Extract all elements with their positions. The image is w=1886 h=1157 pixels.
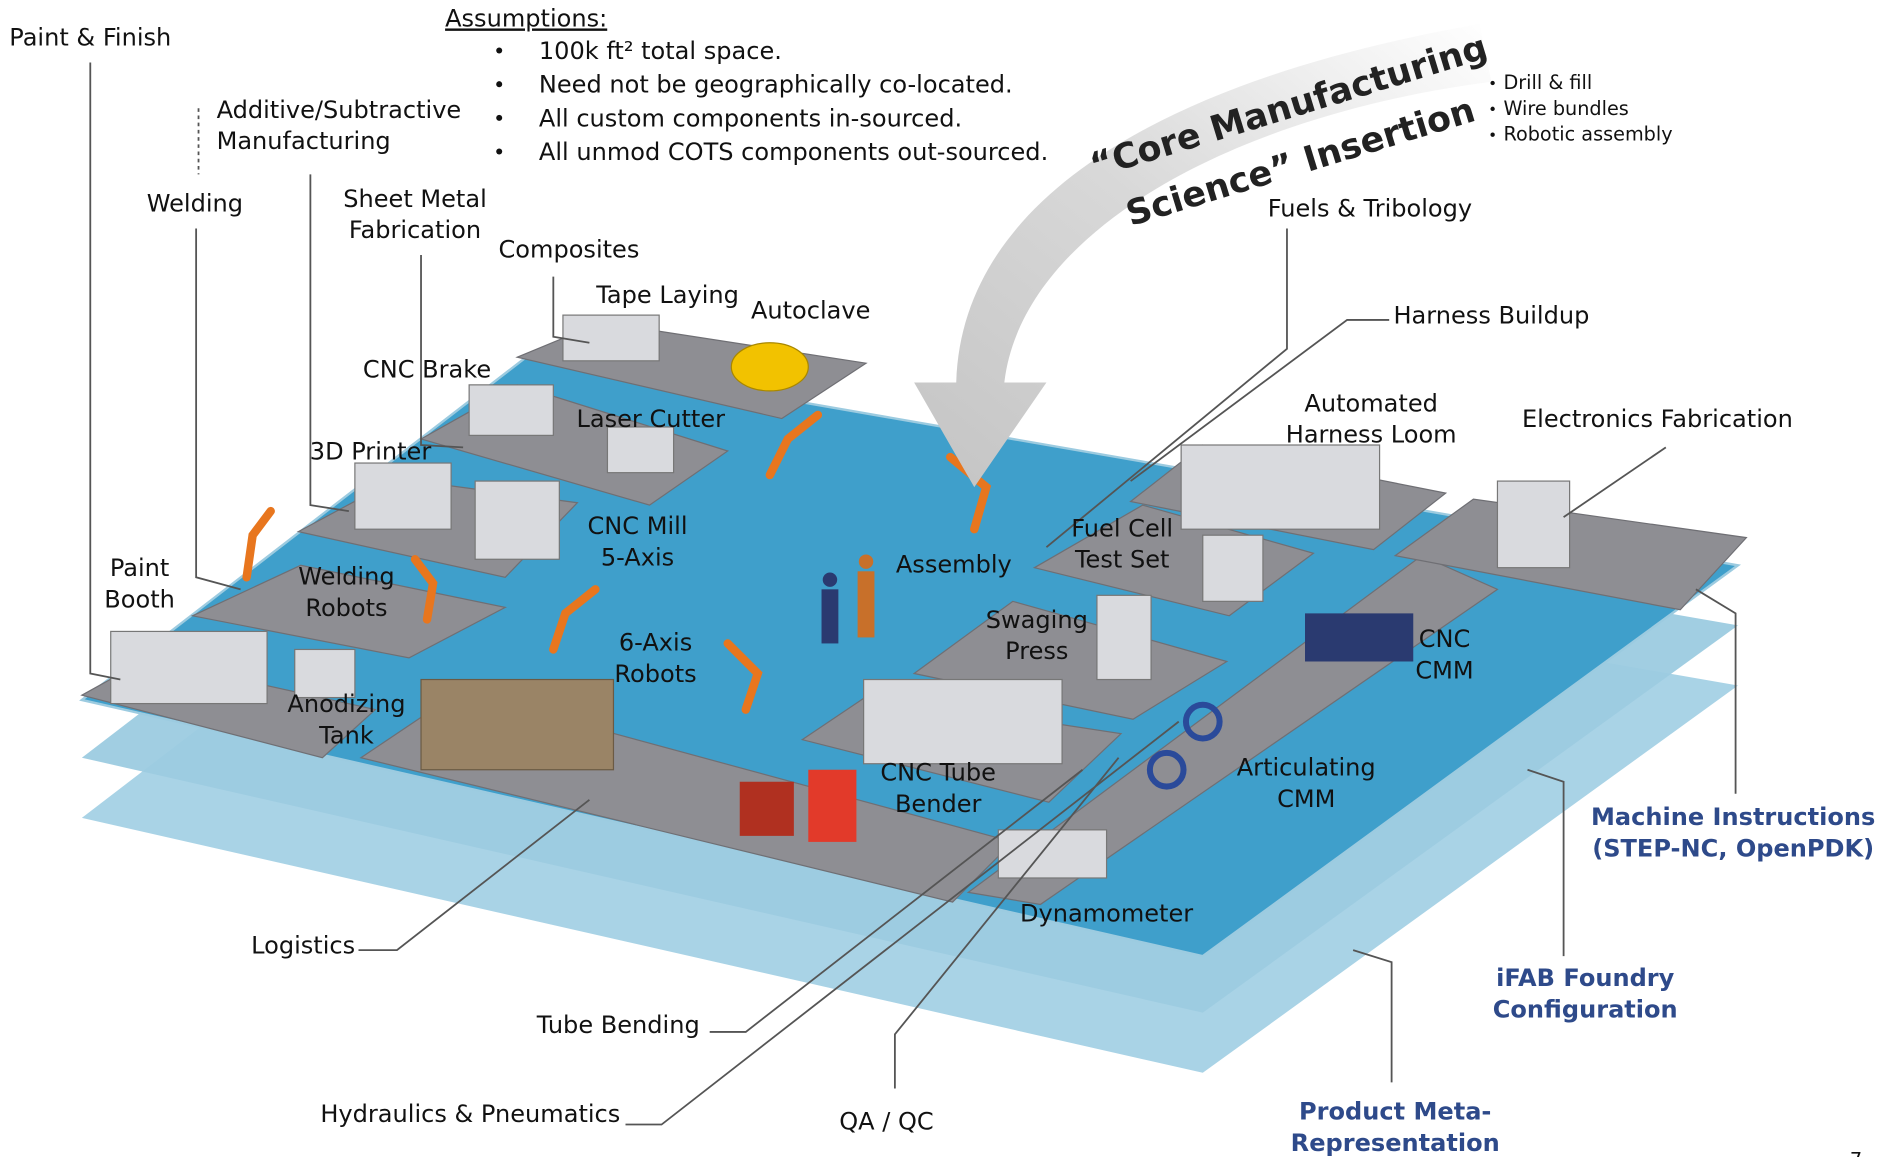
callout-bullet: Drill & fill [1503, 71, 1592, 94]
label: CNC Brake [363, 356, 491, 384]
label: Electronics Fabrication [1522, 405, 1793, 433]
callout-bullet: Robotic assembly [1503, 123, 1672, 146]
layer-label: (STEP-NC, OpenPDK) [1592, 834, 1874, 862]
label: Tank [318, 721, 374, 749]
label: Bender [895, 790, 982, 818]
label: Laser Cutter [576, 405, 725, 433]
label: Test Set [1074, 546, 1170, 574]
label: Fabrication [349, 216, 481, 244]
label: Composites [499, 235, 640, 263]
label: Articulating [1237, 754, 1376, 782]
label: Automated [1304, 389, 1437, 417]
layer-label: Configuration [1493, 995, 1678, 1023]
label: Tube Bending [536, 1011, 700, 1039]
bullet [496, 149, 502, 155]
layer-label: Product Meta- [1299, 1098, 1491, 1126]
label: 5-Axis [601, 543, 674, 571]
assumption-item: All unmod COTS components out-sourced. [539, 138, 1048, 166]
label: Tape Laying [595, 281, 739, 309]
bullet [1490, 107, 1494, 111]
assumption-item: 100k ft² total space. [539, 37, 782, 65]
page-number: 7 [1850, 1149, 1862, 1157]
label: Fuel Cell [1071, 514, 1173, 542]
label: Swaging [986, 606, 1088, 634]
label: Fuels & Tribology [1268, 194, 1472, 222]
label: Autoclave [751, 297, 871, 325]
assumption-item: All custom components in-sourced. [539, 104, 962, 132]
layer-label: Representation [1291, 1129, 1500, 1157]
cmm [1305, 613, 1413, 661]
page: Assumptions: 100k ft² total space. Need no… [0, 0, 1886, 1157]
assumption-item: Need not be geographically co-located. [539, 71, 1013, 99]
assumptions-title: Assumptions: [445, 4, 607, 32]
label: Manufacturing [217, 127, 391, 155]
label: Anodizing [287, 690, 405, 718]
label: 6-Axis [619, 629, 692, 657]
label: QA / QC [839, 1107, 933, 1135]
label: Welding [298, 563, 394, 591]
label: Harness Buildup [1393, 302, 1589, 330]
label: Hydraulics & Pneumatics [320, 1100, 620, 1128]
label: Paint [110, 554, 170, 582]
bullet [496, 48, 502, 54]
logistics-rack [421, 680, 613, 770]
label: CNC [1419, 625, 1471, 653]
label: Dynamometer [1020, 899, 1193, 927]
label: CMM [1415, 656, 1473, 684]
label: Additive/Subtractive [217, 96, 462, 124]
label: Logistics [251, 932, 355, 960]
bullet [1490, 133, 1494, 137]
bullet [1490, 81, 1494, 85]
label: Booth [104, 585, 175, 613]
label: CNC Tube [880, 759, 996, 787]
label: Assembly [896, 550, 1012, 578]
label: Press [1005, 637, 1068, 665]
bullet [496, 81, 502, 87]
label: Welding [147, 190, 243, 218]
label: 3D Printer [310, 437, 432, 465]
lift [740, 782, 794, 836]
forklift [808, 770, 856, 842]
label: CNC Mill [588, 512, 688, 540]
label: Robots [614, 660, 696, 688]
diagram: Assumptions: 100k ft² total space. Need no… [0, 0, 1886, 1157]
layer-label: iFAB Foundry [1496, 964, 1675, 992]
bullet [496, 115, 502, 121]
label: Paint & Finish [9, 24, 171, 52]
label: CMM [1277, 785, 1335, 813]
label: Robots [305, 594, 387, 622]
label: Sheet Metal [343, 185, 487, 213]
layer-label: Machine Instructions [1591, 803, 1875, 831]
callout-bullet: Wire bundles [1503, 97, 1628, 120]
label: Harness Loom [1286, 421, 1457, 449]
